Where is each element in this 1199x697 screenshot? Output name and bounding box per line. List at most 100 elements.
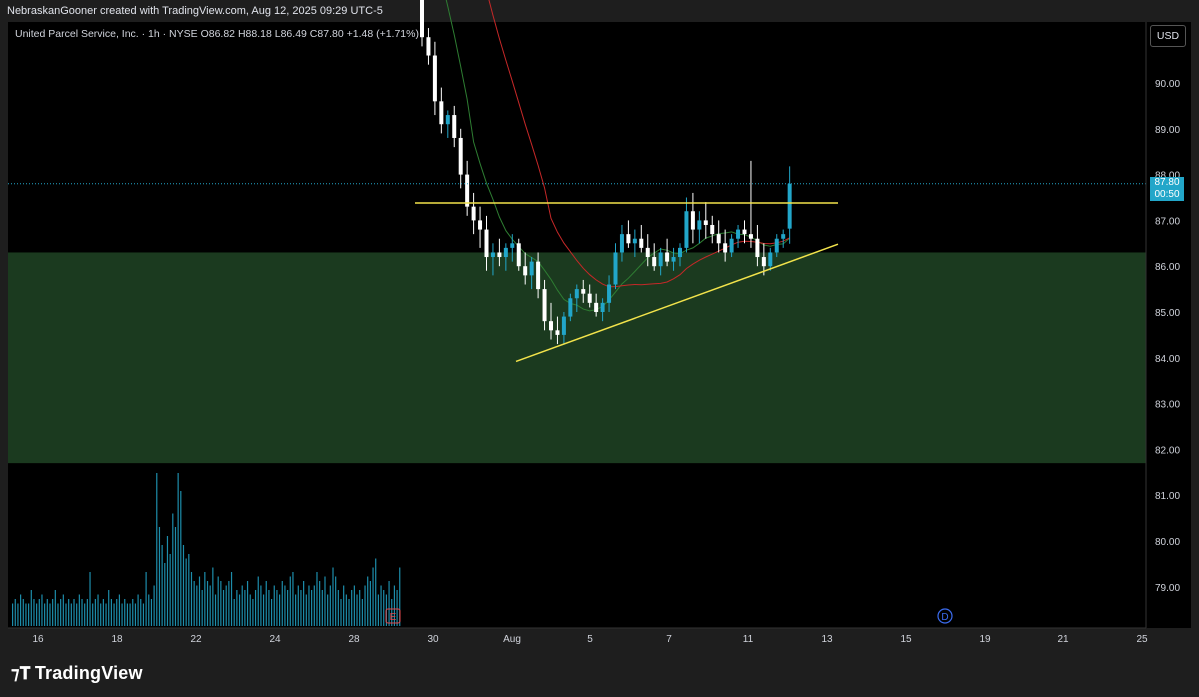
x-tick-label: 22: [190, 634, 202, 645]
volume-bar: [295, 594, 297, 626]
volume-bar: [116, 599, 118, 626]
x-tick-label: 19: [979, 634, 991, 645]
x-tick-label: 7: [666, 634, 672, 645]
volume-bar: [182, 545, 185, 626]
candle-body: [742, 229, 747, 235]
support-zone: [8, 252, 1146, 464]
open-value: 86.82: [208, 28, 236, 40]
volume-bar: [97, 594, 99, 626]
volume-bar: [142, 603, 145, 626]
candle-body: [755, 238, 760, 258]
volume-bar: [276, 590, 278, 626]
volume-bar: [270, 599, 273, 626]
volume-bar: [76, 603, 78, 626]
volume-bar: [303, 581, 305, 626]
candle-body: [652, 257, 657, 267]
volume-bar: [156, 473, 158, 626]
volume-bar: [249, 594, 251, 626]
volume-bar: [332, 567, 334, 626]
candle-body: [478, 220, 483, 230]
volume-bar: [345, 594, 347, 626]
candle-body: [710, 224, 715, 235]
volume-bar: [348, 599, 350, 626]
volume-bar: [41, 594, 43, 626]
volume-bar: [201, 590, 203, 626]
volume-bar: [377, 594, 379, 626]
volume-bar: [60, 599, 62, 626]
volume-bar: [204, 572, 206, 626]
volume-bar: [185, 558, 187, 626]
volume-bar: [289, 576, 291, 626]
volume-bar: [14, 599, 16, 626]
candle-body: [690, 211, 695, 230]
change-value: +1.48 (+1.71%): [346, 28, 419, 40]
candle-body: [574, 289, 579, 299]
x-tick-label: 18: [111, 634, 123, 645]
dividend-badge: [937, 608, 953, 624]
volume-bar: [335, 576, 337, 626]
volume-bar: [343, 585, 345, 626]
candle-body: [420, 0, 424, 38]
candle-body: [465, 174, 470, 207]
y-tick-label: 89.00: [1155, 125, 1180, 136]
y-tick-label: 83.00: [1155, 400, 1180, 411]
dividend-label: D: [941, 612, 948, 623]
candle-body: [529, 261, 534, 276]
symbol-name: United Parcel Service, Inc. · 1h · NYSE: [15, 28, 198, 40]
volume-bar: [236, 590, 238, 626]
volume-bar: [94, 599, 96, 626]
x-tick-label: 16: [32, 634, 44, 645]
volume-bar: [324, 576, 326, 626]
candle-body: [703, 220, 708, 225]
volume-bar: [25, 603, 27, 626]
volume-bar: [308, 585, 310, 626]
volume-bar: [196, 585, 198, 626]
candle-body: [781, 234, 786, 239]
volume-bar: [73, 599, 75, 626]
tradingview-logo-icon: ⁊𝐓: [11, 664, 31, 683]
volume-bar: [257, 576, 259, 626]
candle-body: [607, 284, 612, 303]
earnings-label: E: [390, 612, 397, 623]
volume-bar: [380, 585, 382, 626]
volume-bar: [33, 599, 35, 626]
volume-bar: [57, 603, 59, 626]
candle-body: [787, 183, 792, 229]
candle-body: [671, 257, 676, 262]
candle-body: [723, 243, 728, 253]
volume-bar: [364, 585, 366, 626]
volume-bar: [284, 585, 286, 626]
candle-body: [665, 252, 670, 262]
volume-bar: [233, 599, 235, 626]
volume-bar: [89, 572, 91, 626]
candle-body: [497, 252, 502, 258]
tradingview-brand[interactable]: ⁊𝐓 TradingView: [11, 663, 143, 684]
volume-bar: [102, 599, 104, 626]
candle-body: [549, 321, 553, 331]
volume-bar: [62, 594, 64, 626]
volume-bar: [78, 594, 80, 626]
volume-bar: [241, 585, 243, 626]
candle-body: [658, 252, 663, 267]
volume-bar: [372, 567, 374, 626]
volume-bar: [153, 585, 155, 626]
volume-bar: [238, 594, 241, 626]
volume-bar: [70, 603, 72, 626]
x-tick-label: 5: [587, 634, 593, 645]
x-tick-label: 24: [269, 634, 281, 645]
candle-body: [748, 234, 753, 239]
volume-bar: [166, 536, 169, 626]
currency-button[interactable]: USD: [1150, 25, 1186, 47]
y-tick-label: 86.00: [1155, 262, 1180, 273]
volume-bar: [129, 603, 131, 626]
candle-body: [768, 252, 773, 267]
volume-bar: [279, 594, 281, 626]
slow-moving-average: [488, 0, 790, 288]
volume-bar: [124, 599, 126, 626]
volume-bar: [49, 603, 51, 626]
volume-bar: [20, 594, 22, 626]
candle-body: [542, 289, 547, 322]
volume-bar: [228, 581, 230, 626]
volume-bar: [92, 603, 94, 626]
